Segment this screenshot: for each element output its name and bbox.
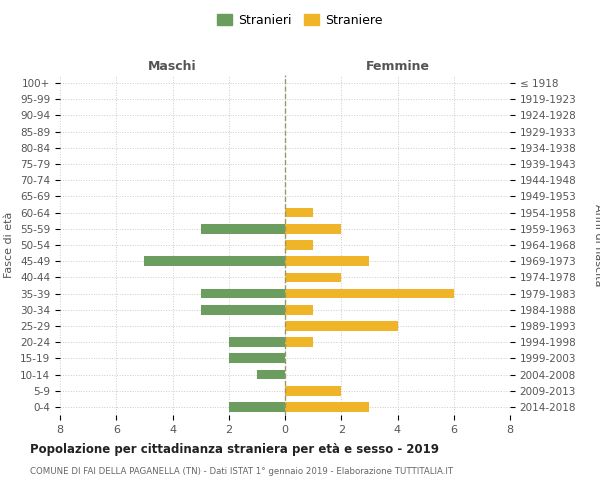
Bar <box>285 402 370 412</box>
Legend: Stranieri, Straniere: Stranieri, Straniere <box>212 8 388 32</box>
Bar <box>200 305 285 314</box>
Y-axis label: Anni di nascita: Anni di nascita <box>593 204 600 286</box>
Y-axis label: Fasce di età: Fasce di età <box>4 212 14 278</box>
Bar <box>285 240 313 250</box>
Bar <box>257 370 285 380</box>
Bar <box>229 338 285 347</box>
Bar <box>229 354 285 363</box>
Bar <box>285 208 313 218</box>
Bar <box>285 288 454 298</box>
Text: Femmine: Femmine <box>365 60 430 72</box>
Text: Maschi: Maschi <box>148 60 197 72</box>
Bar <box>285 386 341 396</box>
Bar <box>145 256 285 266</box>
Text: COMUNE DI FAI DELLA PAGANELLA (TN) - Dati ISTAT 1° gennaio 2019 - Elaborazione T: COMUNE DI FAI DELLA PAGANELLA (TN) - Dat… <box>30 468 453 476</box>
Bar <box>285 224 341 234</box>
Bar <box>200 288 285 298</box>
Bar <box>285 272 341 282</box>
Bar <box>229 402 285 412</box>
Bar <box>285 256 370 266</box>
Bar <box>285 305 313 314</box>
Bar <box>200 224 285 234</box>
Text: Popolazione per cittadinanza straniera per età e sesso - 2019: Popolazione per cittadinanza straniera p… <box>30 442 439 456</box>
Bar <box>285 338 313 347</box>
Bar <box>285 321 398 331</box>
